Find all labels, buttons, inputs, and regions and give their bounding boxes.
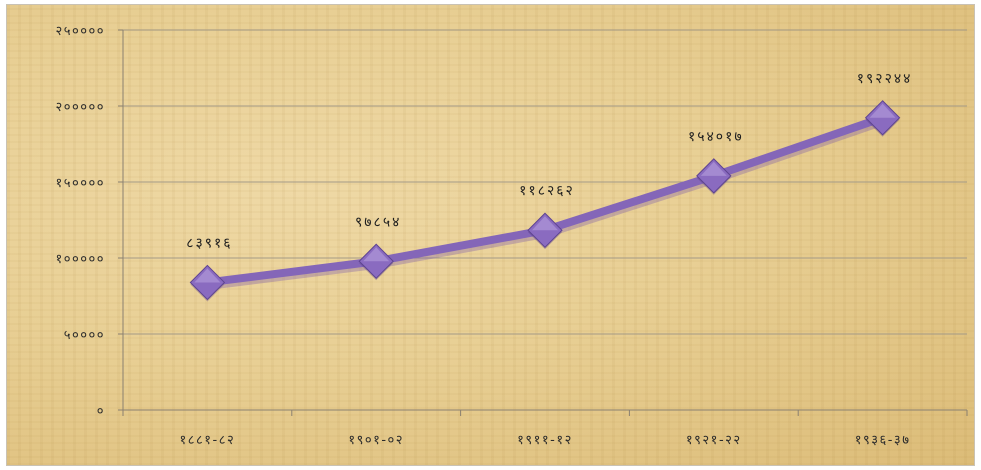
y-tick-label: ५००००	[64, 328, 105, 343]
data-label: ११८२६२	[519, 183, 575, 199]
series-line	[203, 113, 887, 290]
data-label: ९७८५४	[355, 214, 401, 230]
x-tick-label: १९३६-३७	[855, 433, 911, 448]
y-tick-label: ०	[97, 404, 105, 419]
y-tick-label: २५००००	[55, 24, 105, 39]
data-marker-highlight	[532, 216, 558, 231]
data-marker-highlight	[700, 161, 727, 176]
data-label: १९२२४४	[857, 71, 913, 87]
chart-frame	[6, 4, 975, 466]
data-labels: ८३९१६ ९७८५४ ११८२६२ १५४०१७ १९२२४४	[186, 71, 913, 252]
x-tick-label: १८८१-८२	[180, 433, 236, 448]
gridlines	[123, 29, 967, 335]
data-label: ८३९१६	[186, 235, 232, 251]
y-tick-label: २०००००	[55, 100, 105, 115]
x-tick-label: १९११-१२	[517, 433, 573, 448]
y-axis-ticks: ० ५०००० १००००० १५०००० २००००० २५००००	[55, 24, 123, 419]
x-axis: १८८१-८२ १९०१-०२ १९११-१२ १९२१-२२ १९३६-३७	[122, 30, 968, 448]
y-tick-label: १५००००	[55, 176, 105, 191]
series-line-shadow	[207, 114, 886, 290]
x-tick-label: १९०१-०२	[348, 433, 404, 448]
data-marker-highlight	[363, 247, 390, 262]
data-label: १५४०१७	[688, 129, 744, 145]
data-marker-highlight	[194, 268, 221, 283]
data-markers	[189, 100, 901, 302]
y-tick-label: १०००००	[55, 252, 105, 267]
x-tick-label: १९२१-२२	[686, 433, 742, 448]
data-marker-highlight	[869, 103, 896, 118]
